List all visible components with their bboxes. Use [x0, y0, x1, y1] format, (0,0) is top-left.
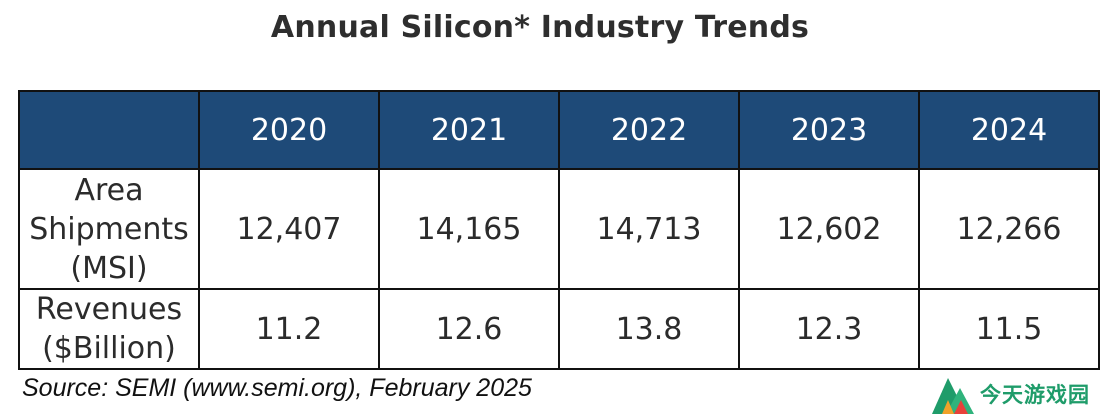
trends-table: 2020 2021 2022 2023 2024 Area Shipments …	[18, 90, 1100, 370]
table-header-row: 2020 2021 2022 2023 2024	[18, 90, 1100, 170]
cell-revenue-2022: 13.8	[558, 288, 740, 370]
watermark-logo: 今天游戏园	[930, 372, 1090, 416]
table-row-area-shipments: Area Shipments (MSI) 12,407 14,165 14,71…	[18, 168, 1100, 290]
logo-text: 今天游戏园	[980, 383, 1090, 407]
cell-revenue-2023: 12.3	[738, 288, 920, 370]
row-label-line: Revenues	[35, 292, 183, 327]
source-note: Source: SEMI (www.semi.org), February 20…	[22, 374, 532, 402]
chart-title: Annual Silicon* Industry Trends	[270, 10, 810, 45]
header-cell-2024: 2024	[918, 90, 1100, 170]
row-label-line: Shipments	[29, 211, 189, 247]
cell-area-2020: 12,407	[198, 168, 380, 290]
cell-area-2022: 14,713	[558, 168, 740, 290]
cell-revenue-2020: 11.2	[198, 288, 380, 370]
cell-area-2024: 12,266	[918, 168, 1100, 290]
row-label-area-shipments: Area Shipments (MSI)	[18, 168, 200, 290]
row-label-revenues: Revenues ($Billion)	[18, 288, 200, 370]
cell-revenue-2021: 12.6	[378, 288, 560, 370]
header-cell-empty	[18, 90, 200, 170]
cell-revenue-2024: 11.5	[918, 288, 1100, 370]
row-label-line: (MSI)	[70, 250, 148, 286]
cell-area-2021: 14,165	[378, 168, 560, 290]
cell-area-2023: 12,602	[738, 168, 920, 290]
header-cell-2021: 2021	[378, 90, 560, 170]
row-label-line: ($Billion)	[42, 331, 176, 366]
table-row-revenues: Revenues ($Billion) 11.2 12.6 13.8 12.3 …	[18, 288, 1100, 370]
header-cell-2022: 2022	[558, 90, 740, 170]
mountain-logo-icon	[932, 378, 974, 414]
header-cell-2023: 2023	[738, 90, 920, 170]
header-cell-2020: 2020	[198, 90, 380, 170]
row-label-line: Area	[74, 172, 144, 208]
